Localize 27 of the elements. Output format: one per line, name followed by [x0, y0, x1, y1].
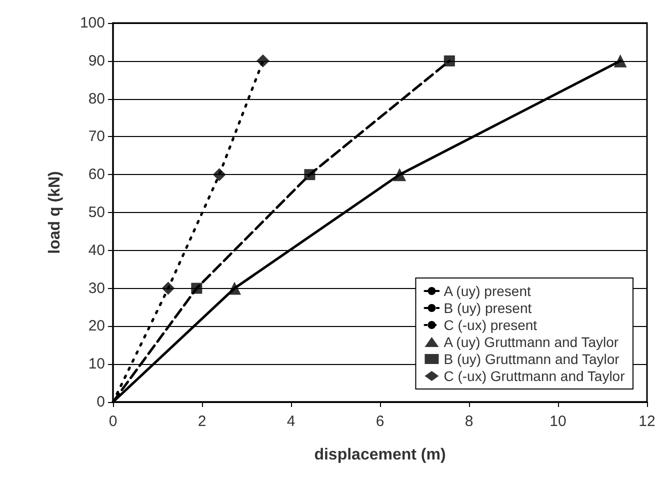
- y-tick-label: 30: [88, 280, 105, 297]
- y-tick-label: 50: [88, 204, 105, 221]
- x-tick-label: 12: [638, 413, 656, 430]
- y-axis-title: load q (kN): [46, 171, 64, 254]
- y-tick-label: 10: [88, 356, 105, 373]
- y-tick-label: 20: [88, 318, 105, 335]
- x-tick-label: 10: [550, 413, 566, 430]
- legend-label: B (uy) present: [444, 300, 532, 316]
- legend-label: C (-ux) Gruttmann and Taylor: [444, 368, 626, 384]
- legend-label: A (uy) Gruttmann and Taylor: [444, 334, 619, 350]
- x-tick-label: 8: [464, 413, 474, 430]
- point: [444, 55, 455, 66]
- legend-label: B (uy) Gruttmann and Taylor: [444, 351, 620, 367]
- x-tick-label: 0: [108, 413, 118, 430]
- legend-label: A (uy) present: [444, 283, 531, 299]
- x-tick-label: 2: [198, 413, 206, 430]
- x-axis-title: displacement (m): [314, 446, 446, 464]
- y-tick-label: 90: [88, 52, 105, 70]
- y-tick-label: 100: [80, 14, 105, 32]
- y-tick-label: 70: [88, 128, 105, 146]
- y-tick-label: 0: [96, 394, 105, 410]
- y-tick-label: 80: [88, 90, 105, 108]
- y-tick-label: 40: [88, 242, 105, 259]
- y-tick-label: 60: [88, 166, 105, 184]
- x-tick-label: 6: [376, 413, 384, 430]
- x-tick-label: 4: [286, 413, 296, 430]
- legend-label: C (-ux) present: [444, 317, 538, 333]
